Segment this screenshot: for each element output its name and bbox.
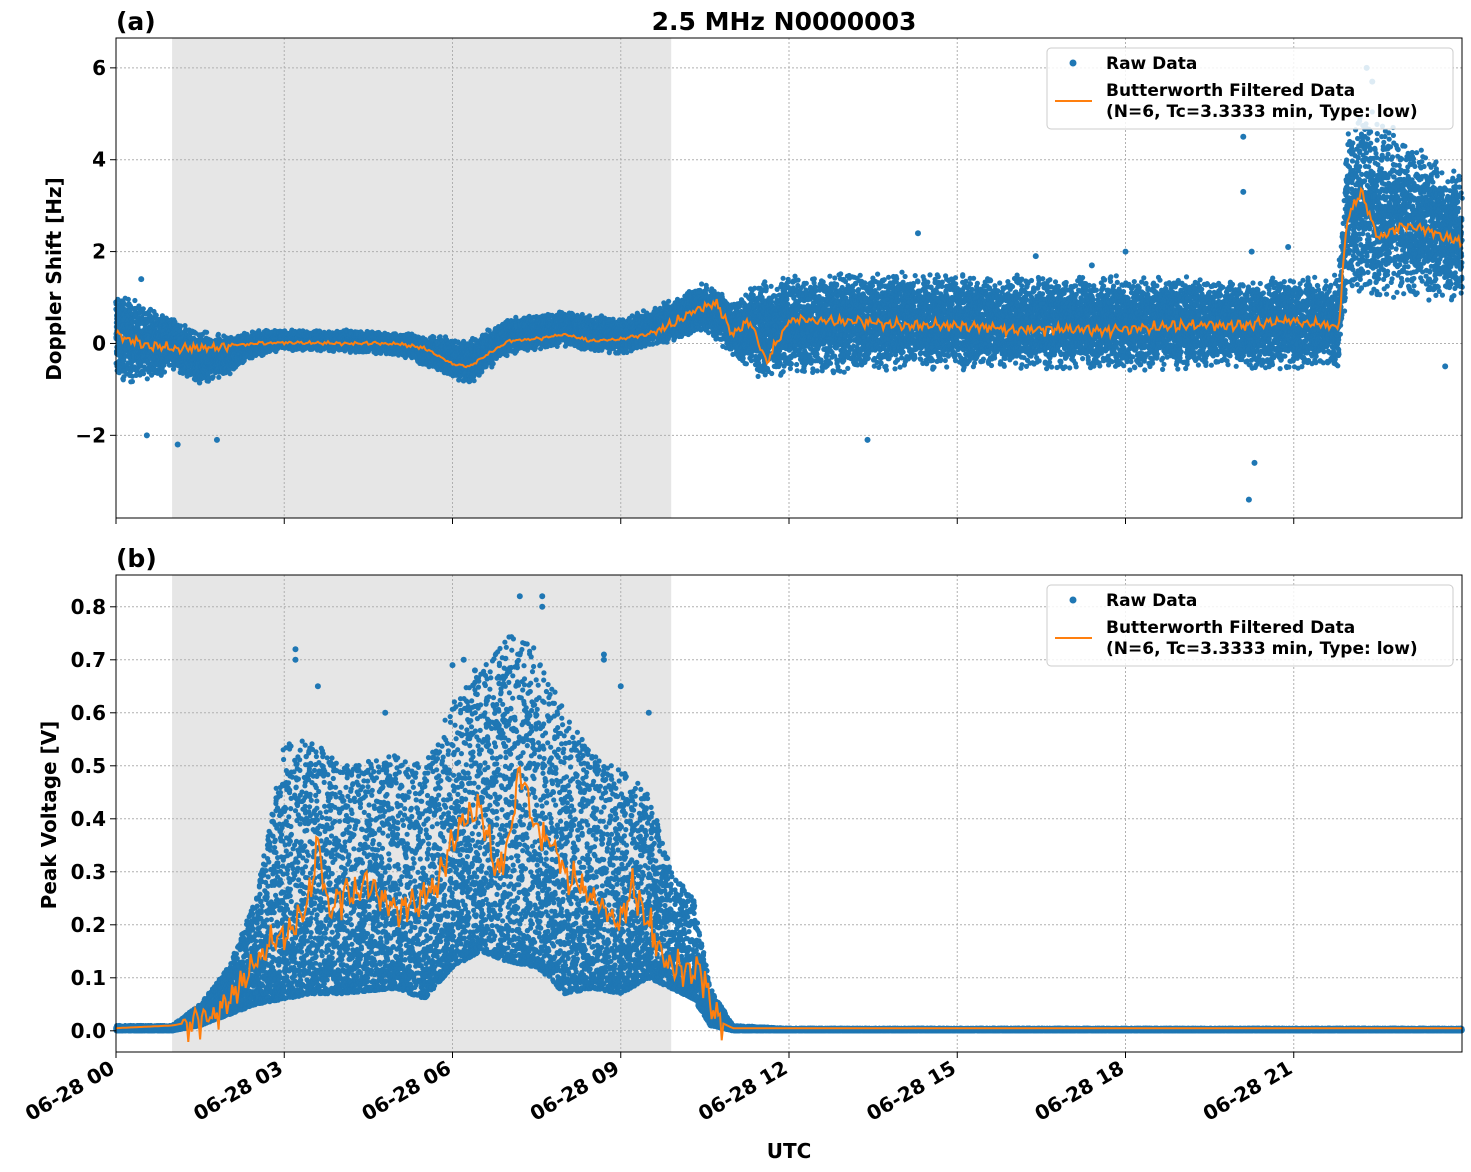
raw-data-point xyxy=(141,371,146,376)
raw-data-point xyxy=(141,306,146,311)
raw-data-point xyxy=(162,369,167,374)
raw-data-point xyxy=(130,379,135,384)
raw-data-point xyxy=(132,298,137,303)
night-shading xyxy=(172,38,671,518)
raw-data-point xyxy=(227,371,232,376)
raw-data-point xyxy=(216,332,221,337)
raw-data-point xyxy=(126,297,131,302)
raw-data-point xyxy=(204,330,209,335)
raw-data-point xyxy=(145,376,150,381)
raw-data-point xyxy=(216,375,221,380)
